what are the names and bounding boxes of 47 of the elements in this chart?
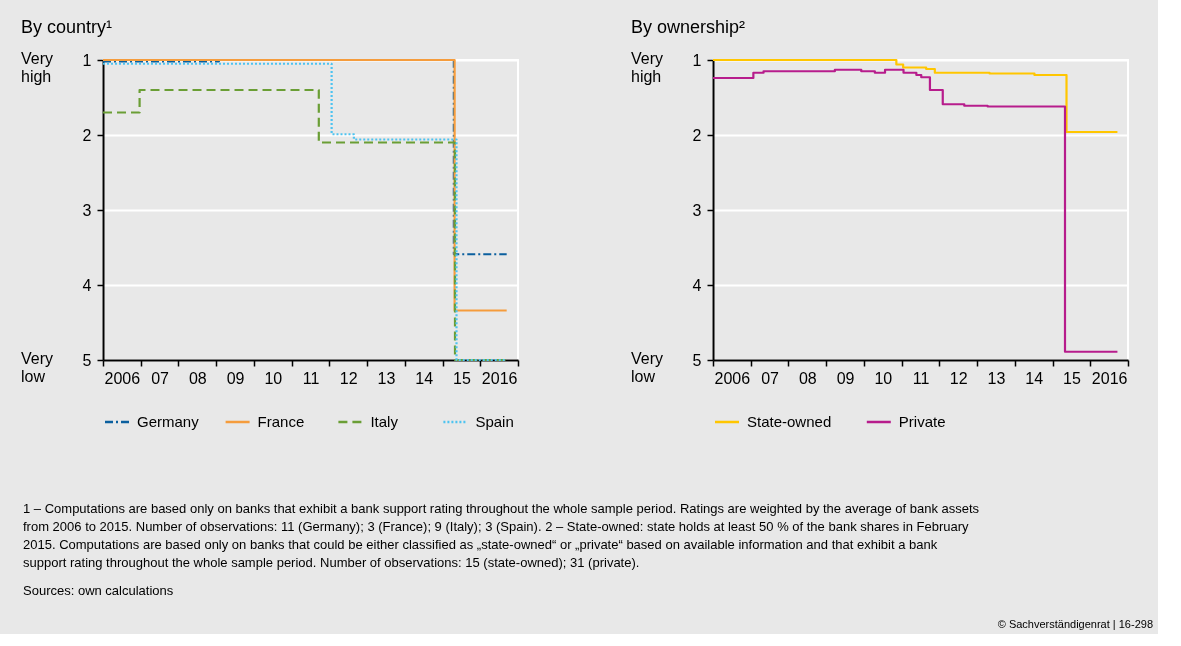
x-tick-label: 11 [912,369,930,387]
x-tick-label: 10 [874,369,893,387]
text: Very low [21,350,54,385]
x-tick-label: 2006 [104,369,141,387]
y-tick-label: 2 [692,126,702,144]
x-tick-label: 2006 [714,369,751,387]
x-tick-label: 2016 [1091,369,1128,387]
x-tick-label: 15 [453,369,471,387]
source-note: Sources: own calculations [23,583,174,598]
y-tick-label: 3 [692,201,702,219]
text: © Sachverständigenrat | 16-298 [997,618,1153,630]
y-tick-label: 5 [692,351,702,369]
x-tick-label: 13 [377,369,396,387]
y-tick-label: 1 [692,51,702,69]
x-tick-label: 07 [151,369,170,387]
legend-label: France [257,413,305,430]
y-tick-label: 5 [82,351,92,369]
x-tick-label: 14 [1025,369,1044,387]
legend-label: Spain [475,413,514,430]
x-tick-label: 12 [339,369,358,387]
x-tick-label: 13 [987,369,1006,387]
chart-title: By country¹ [21,17,113,37]
legend-label: Germany [137,413,200,430]
x-tick-label: 14 [415,369,434,387]
legend-label: Private [898,413,946,430]
text: Very high [21,50,54,85]
legend-label: Italy [370,413,399,430]
x-tick-label: 10 [264,369,283,387]
chart-title: By ownership² [631,17,746,37]
text: 1 – Computations are based only on banks that exhibit a bank support rating throughout the whole sample period. Ratings are weighted by the average of bank assets from 2006 to 2015. Number of observations: 11 (Germany); 3 (France); 9 (Italy); 3 (Spain). 2 – State-owned: state holds at least 50 % of the bank shares in February 2015. Computations are based only on banks that could be either classified as „state-owned“ or „private“ based on available information and that exhibit a bank support rating throughout the whole sample period. Number of observations: 15 (state-owned); 31 (private). [23,501,980,570]
x-tick-label: 11 [302,369,320,387]
y-tick-label: 4 [692,276,702,294]
x-tick-label: 09 [836,369,855,387]
x-tick-label: 2016 [481,369,518,387]
x-tick-label: 09 [226,369,245,387]
legend-label: State-owned [747,413,832,430]
x-tick-label: 07 [761,369,780,387]
y-tick-label: 2 [82,126,92,144]
y-tick-label: 3 [82,201,92,219]
text: Very low [631,350,664,385]
text: Very high [631,50,664,85]
x-tick-label: 15 [1063,369,1081,387]
x-tick-label: 08 [798,369,817,387]
x-tick-label: 08 [188,369,207,387]
y-tick-label: 1 [82,51,92,69]
y-tick-label: 4 [82,276,92,294]
x-tick-label: 12 [949,369,968,387]
